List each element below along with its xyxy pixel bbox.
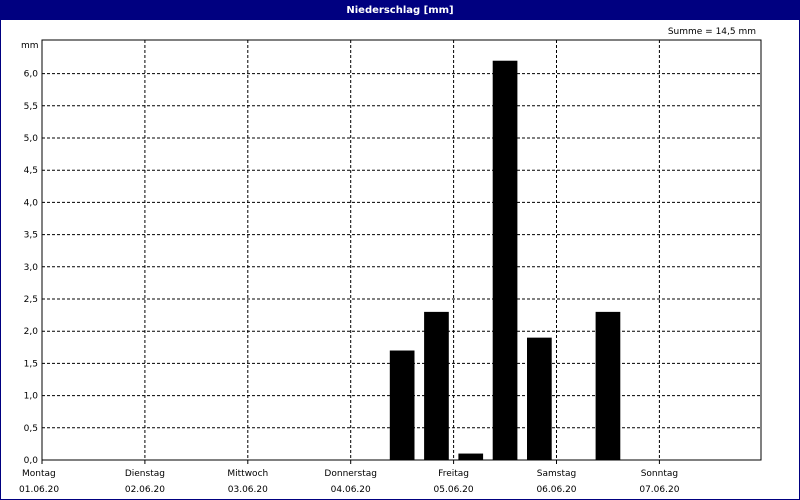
x-tick-day-label: Donnerstag xyxy=(324,469,377,479)
precipitation-bar xyxy=(595,311,621,460)
x-tick-day-label: Mittwoch xyxy=(227,469,268,479)
y-tick-label: 0,0 xyxy=(24,456,39,466)
precipitation-bar xyxy=(527,337,552,460)
x-tick-day-label: Dienstag xyxy=(125,469,165,479)
x-tick-date-label: 02.06.20 xyxy=(125,485,165,495)
precipitation-bar xyxy=(389,350,415,460)
x-tick-date-label: 05.06.20 xyxy=(434,485,474,495)
x-tick-day-label: Montag xyxy=(22,469,56,479)
y-tick-label: 4,0 xyxy=(24,198,39,208)
precipitation-bar xyxy=(424,311,449,460)
y-axis-unit-label: mm xyxy=(21,41,39,51)
x-tick-date-label: 07.06.20 xyxy=(639,485,679,495)
precipitation-bar xyxy=(492,60,518,460)
axis-labels: mm 0,0 0,5 1,0 1,5 2,0 2,5 3,0 3,5 4,0 4,5 5,0 5,5 6… xyxy=(19,41,680,495)
bar-series xyxy=(389,60,621,460)
y-tick-label: 5,0 xyxy=(24,134,39,144)
precipitation-bar xyxy=(458,453,484,460)
y-tick-label: 2,0 xyxy=(24,327,39,337)
y-tick-label: 0,5 xyxy=(24,424,38,434)
y-tick-label: 3,5 xyxy=(24,231,38,241)
grid-lines xyxy=(41,40,761,464)
x-tick-day-label: Samstag xyxy=(537,469,576,479)
y-tick-label: 6,0 xyxy=(24,70,39,80)
x-tick-day-label: Freitag xyxy=(438,469,469,479)
precipitation-sum: Summe = 14,5 mm xyxy=(667,27,756,37)
x-tick-date-label: 06.06.20 xyxy=(536,485,576,495)
y-tick-label: 2,5 xyxy=(24,295,38,305)
y-tick-label: 5,5 xyxy=(24,102,38,112)
window-title: Niederschlag [mm] xyxy=(1,1,799,20)
y-tick-label: 4,5 xyxy=(24,166,38,176)
x-tick-day-label: Sonntag xyxy=(641,469,678,479)
x-tick-date-label: 04.06.20 xyxy=(331,485,371,495)
x-tick-date-label: 03.06.20 xyxy=(228,485,268,495)
y-tick-label: 1,0 xyxy=(24,392,39,402)
x-tick-date-label: 01.06.20 xyxy=(19,485,59,495)
y-tick-label: 3,0 xyxy=(24,263,39,273)
y-tick-label: 1,5 xyxy=(24,359,38,369)
